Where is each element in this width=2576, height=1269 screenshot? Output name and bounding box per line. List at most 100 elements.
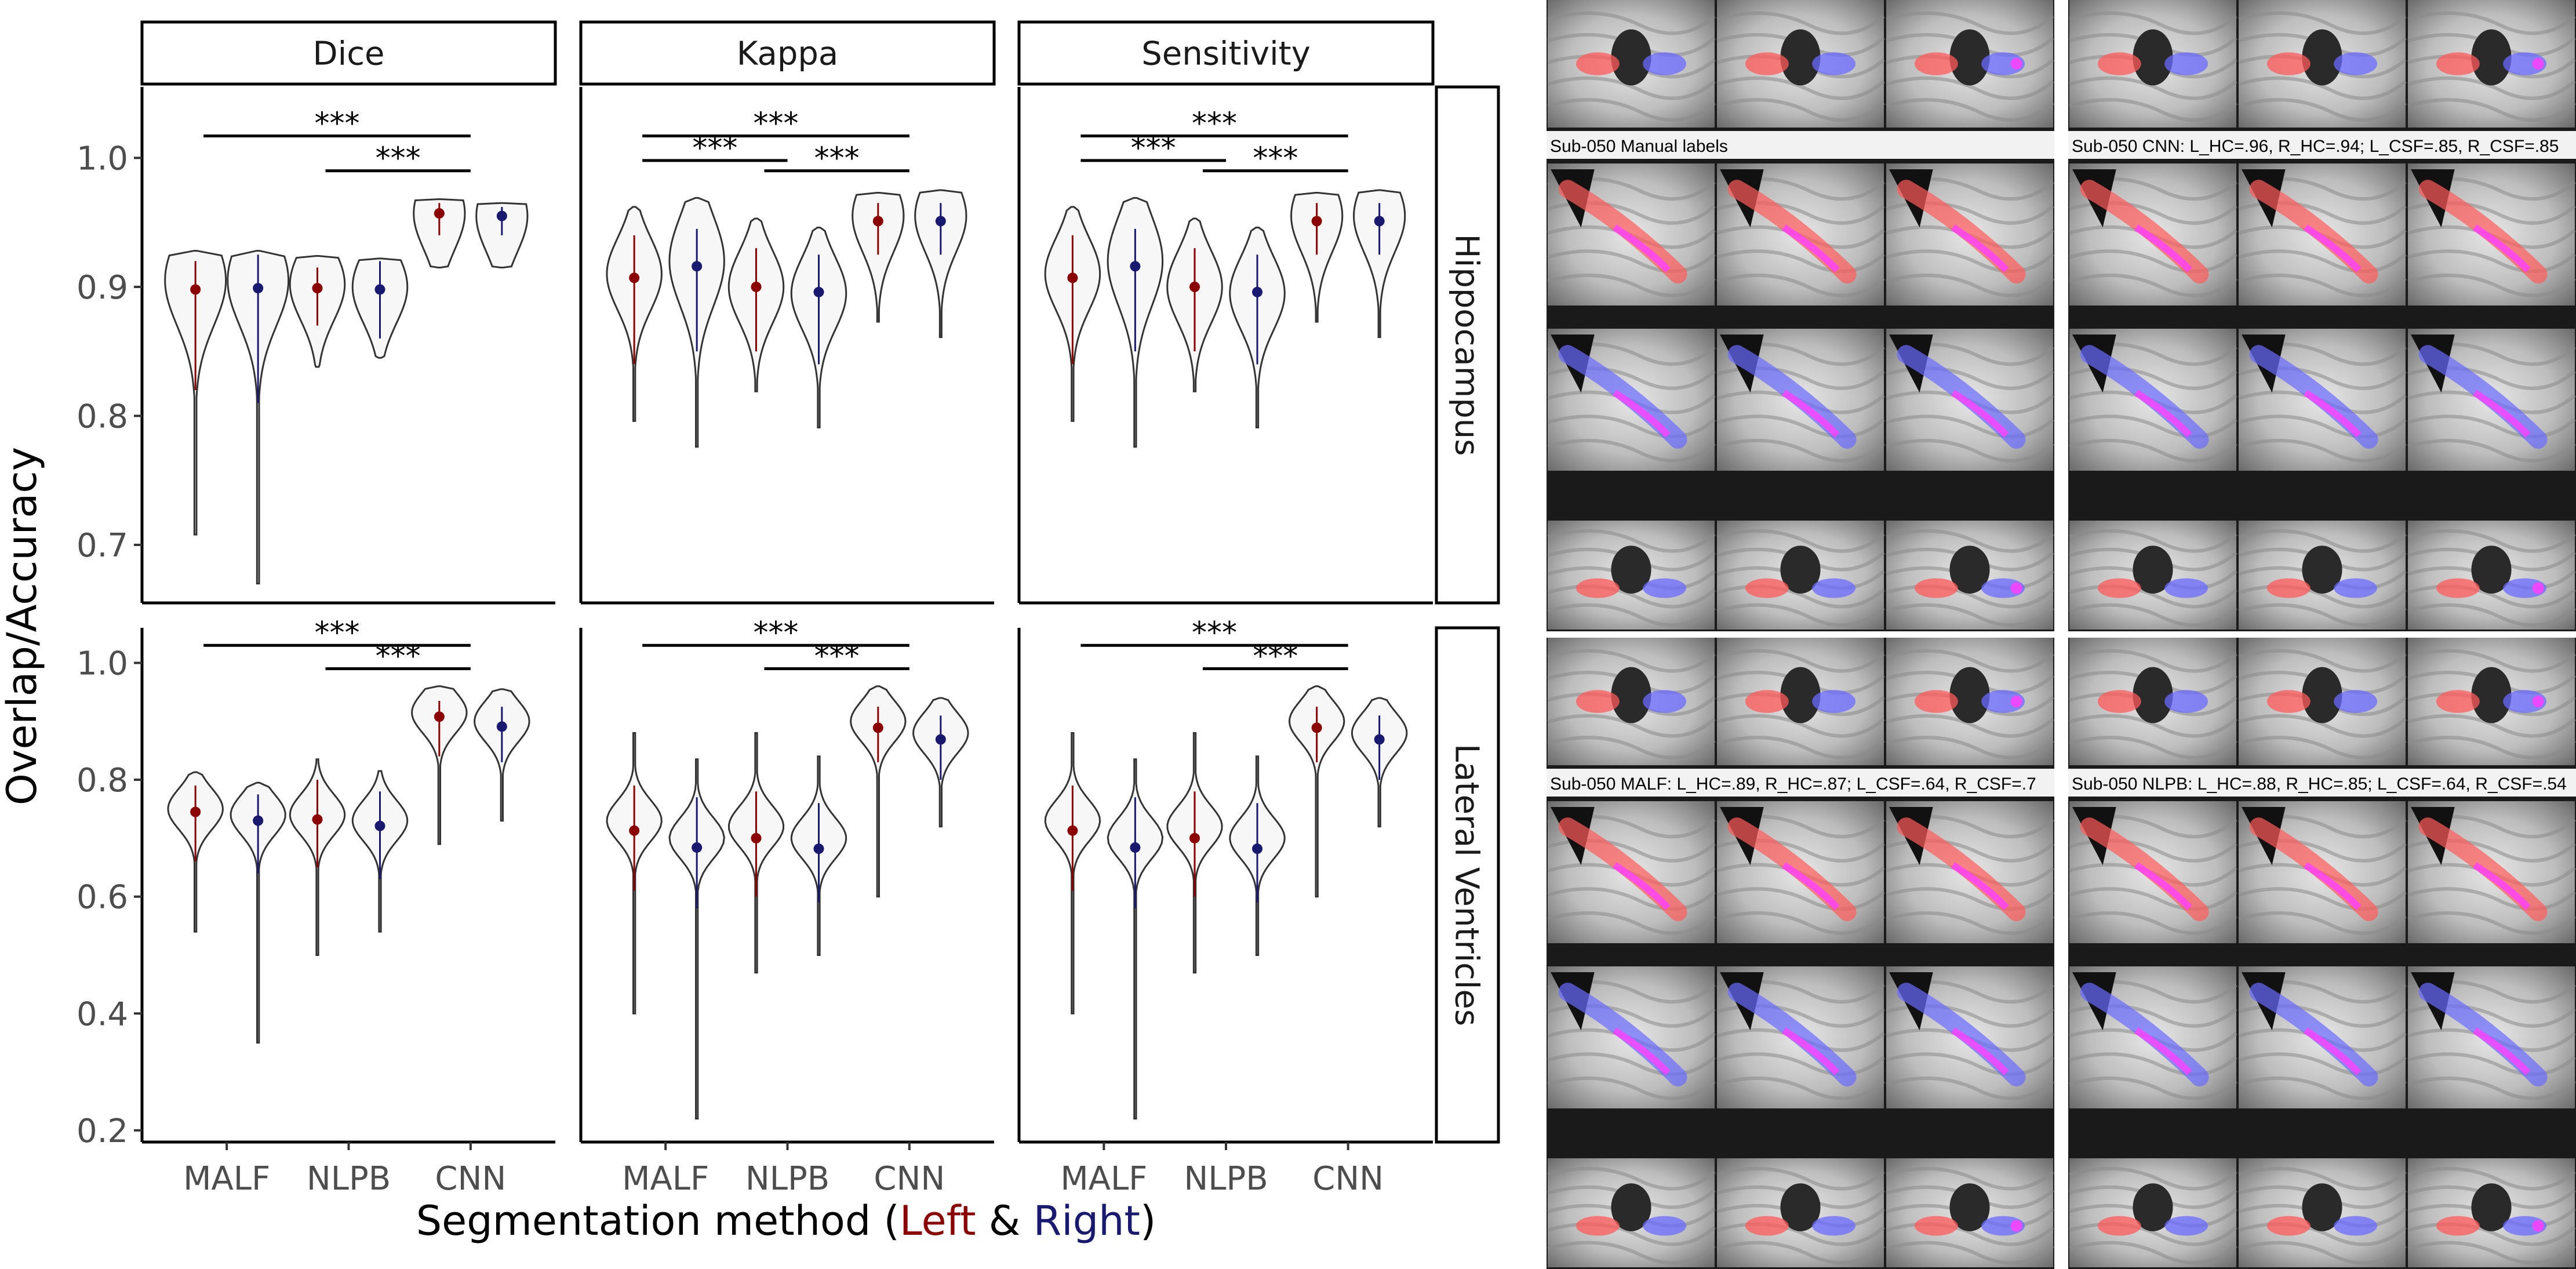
- gyri-pattern: [1716, 736, 1885, 759]
- violin-outline: [852, 191, 905, 323]
- gyri-pattern: [2407, 1166, 2576, 1191]
- strip-sensitivity: Sensitivity: [1017, 20, 1435, 86]
- right-label-overlay: [1643, 52, 1687, 75]
- gyri-pattern: [2069, 529, 2237, 553]
- violin-nlpb-right: [790, 227, 847, 428]
- mri-slice: [2069, 801, 2237, 943]
- panel-kappa-hippocampus: *** *** ***: [579, 87, 994, 605]
- hippocampus-overlay: [2249, 180, 2378, 284]
- violin-cnn-left: [411, 685, 468, 845]
- mri-slice: [1886, 638, 2054, 765]
- left-label-overlay: [1576, 690, 1620, 713]
- caption-bar: [2068, 131, 2576, 159]
- violin-outline: [1353, 189, 1406, 339]
- median-point: [1252, 843, 1262, 855]
- caption-text: Sub-050 Manual labels: [1550, 137, 1728, 156]
- x-axis-title-part: ): [1140, 1197, 1156, 1245]
- gyri-pattern: [2238, 911, 2407, 935]
- x-axis-title-part: &: [976, 1197, 1034, 1245]
- median-point: [190, 806, 201, 817]
- violin-malf-right: [230, 781, 286, 1044]
- gyri-pattern: [2238, 249, 2407, 274]
- midline-structure: [2471, 1183, 2512, 1231]
- left-label-overlay: [1914, 1216, 1958, 1236]
- violin-outline: [850, 685, 907, 898]
- significance-bracket: ***: [764, 639, 909, 674]
- hippocampus-overlay: [2080, 345, 2209, 449]
- violin-nlpb-right: [351, 257, 409, 359]
- left-label-overlay: [2436, 1216, 2480, 1236]
- significance-bracket: ***: [642, 131, 788, 166]
- x-axis-title-part: Segmentation method (: [416, 1197, 900, 1245]
- overlap-overlay: [1612, 1027, 1671, 1075]
- right-label-overlay: [1643, 578, 1687, 598]
- median-point: [813, 286, 824, 297]
- median-point: [253, 283, 264, 294]
- strip-label: Sensitivity: [1141, 35, 1311, 73]
- gyri-pattern: [1886, 887, 2054, 911]
- y-tick-label: 1.0: [77, 140, 128, 177]
- hippocampus-overlay: [2080, 983, 2209, 1087]
- violin-nlpb-right: [1229, 227, 1286, 428]
- gyri-pattern: [2238, 414, 2407, 439]
- panel-sensitivity-lateral-ventricles: MALF NLPB CNN *** ***: [1017, 616, 1433, 1198]
- mri-slice: [1886, 329, 2054, 471]
- x-tick-label: MALF: [622, 1160, 709, 1198]
- overlap-overlay: [1781, 224, 1840, 272]
- overlap-overlay: [2303, 390, 2362, 438]
- left-label-overlay: [1576, 578, 1620, 598]
- gyri-pattern: [1716, 76, 1885, 100]
- strip-box: [140, 20, 557, 86]
- gyri-pattern: [1716, 1166, 1885, 1191]
- gyri-pattern: [2407, 1052, 2576, 1077]
- right-label-overlay: [2334, 52, 2378, 75]
- x-axis-title: Segmentation method (Left & Right): [416, 1197, 1156, 1245]
- right-label-overlay: [1812, 52, 1856, 75]
- gyri-pattern: [1886, 714, 2054, 738]
- median-point: [1130, 842, 1141, 853]
- overlap-overlay: [2472, 862, 2531, 910]
- strip-box: [1435, 626, 1500, 1144]
- overlap-overlay: [2303, 1027, 2362, 1075]
- gyri-pattern: [2069, 736, 2237, 759]
- gyri-pattern: [1886, 911, 2054, 935]
- violin-malf-right: [1107, 197, 1164, 448]
- midline-structure: [2471, 29, 2512, 86]
- significance-stars: ***: [1192, 616, 1237, 650]
- gyri-pattern: [2069, 911, 2237, 935]
- violin-outline: [914, 189, 967, 339]
- right-label-overlay: [1812, 1216, 1856, 1236]
- strip-label: Kappa: [737, 35, 838, 73]
- gyri-pattern: [2407, 603, 2576, 627]
- gyri-pattern: [1716, 273, 1885, 297]
- median-point: [935, 734, 946, 745]
- overlap-overlay: [1612, 224, 1671, 272]
- violin-malf-left: [167, 771, 224, 933]
- significance-stars: ***: [754, 616, 799, 650]
- left-label-overlay: [2266, 578, 2311, 598]
- gyri-pattern: [2069, 649, 2237, 673]
- overlap-overlay: [1781, 390, 1840, 438]
- strip-label: Dice: [313, 35, 385, 73]
- panel-dice-lateral-ventricles: 0.2 0.4 0.6 0.8 1.0 MALF NLPB CNN *** ***: [77, 616, 555, 1198]
- hippocampus-overlay: [2418, 983, 2548, 1087]
- gyri-pattern: [1547, 736, 1716, 759]
- significance-bracket: ***: [325, 639, 471, 674]
- left-label-overlay: [1914, 52, 1958, 75]
- hippocampus-overlay: [2418, 180, 2548, 284]
- x-tick-label: MALF: [1060, 1160, 1147, 1198]
- mri-slice: [1716, 329, 1885, 471]
- gyri-pattern: [2069, 1166, 2237, 1191]
- mri-panel-3: Sub-050 MALF: L_HC=.89, R_HC=.87; L_CSF=…: [1547, 638, 2054, 1269]
- mri-slice: [2238, 638, 2407, 765]
- mri-panel-1: Sub-050 Manual labels: [1547, 0, 2054, 631]
- mri-slice: [1716, 0, 1885, 128]
- left-label-overlay: [1914, 578, 1958, 598]
- violin-malf-right: [668, 758, 725, 1120]
- mri-slice: [2238, 1158, 2407, 1267]
- midline-structure: [1780, 546, 1821, 594]
- median-point: [434, 208, 445, 219]
- left-label-overlay: [2436, 578, 2480, 598]
- gyri-pattern: [1716, 529, 1885, 553]
